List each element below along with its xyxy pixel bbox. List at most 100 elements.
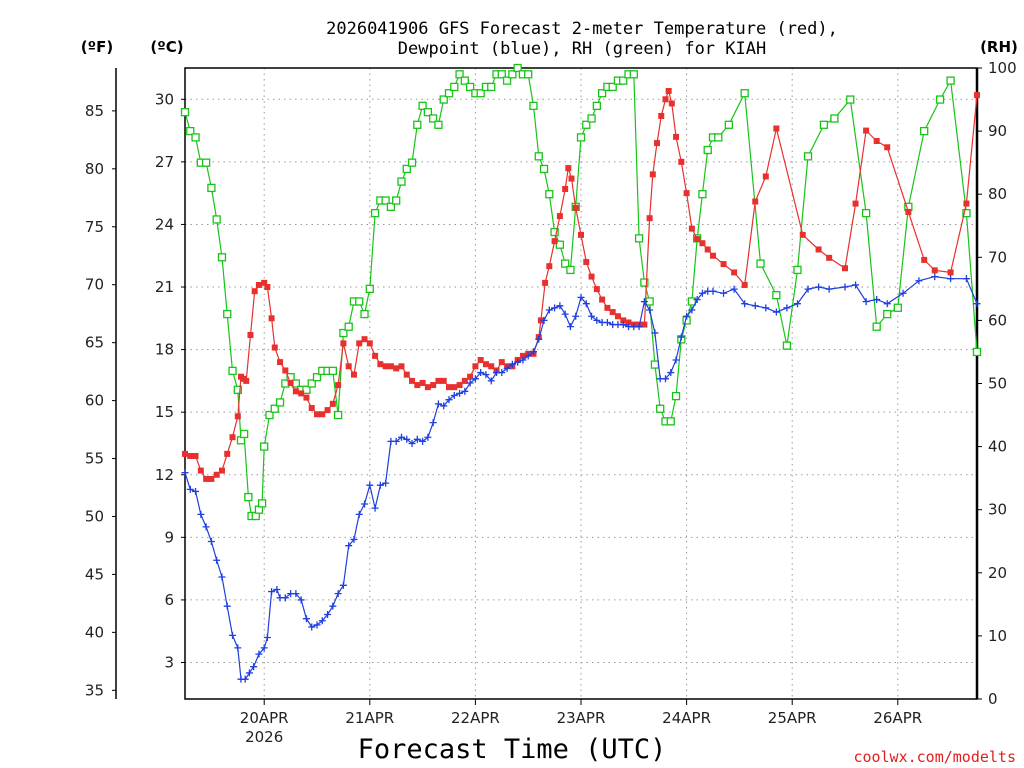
rh-point xyxy=(180,108,190,117)
rh-point xyxy=(920,126,929,136)
temperature-point xyxy=(654,140,661,147)
temperature-point xyxy=(218,467,225,474)
rh-point xyxy=(550,227,559,237)
x-tick-label: 25APR xyxy=(768,709,817,727)
rh-point xyxy=(257,499,267,508)
temperature-point xyxy=(741,281,748,288)
dewpoint-point xyxy=(273,585,281,593)
temperature-point xyxy=(461,377,468,384)
temperature-point xyxy=(583,258,590,265)
dewpoint-point xyxy=(292,590,300,598)
temperature-point xyxy=(604,304,611,311)
rh-point xyxy=(756,259,765,268)
temperature-point xyxy=(665,87,672,94)
rh-point xyxy=(360,309,369,319)
dewpoint-point xyxy=(313,621,321,629)
chart-title-line2: Dewpoint (blue), RH (green) for KIAH xyxy=(398,39,766,59)
dewpoint-point xyxy=(186,485,194,493)
x-tick-label: 22APR xyxy=(451,709,500,727)
rh-point xyxy=(893,303,902,312)
temperature-point xyxy=(646,215,653,222)
dewpoint-point xyxy=(197,510,205,518)
temperature-point xyxy=(863,127,870,134)
rh-point xyxy=(592,101,601,111)
rh-tick-label: 90 xyxy=(988,122,1007,140)
dewpoint-point xyxy=(318,617,326,625)
dewpoint-point xyxy=(241,675,249,683)
dewpoint-point xyxy=(450,391,458,399)
dewpoint-point xyxy=(260,644,268,652)
dewpoint-point xyxy=(268,588,276,596)
rh-point xyxy=(513,63,522,73)
rh-tick-label: 70 xyxy=(988,248,1007,266)
rh-point xyxy=(640,278,649,287)
rh-unit-label: (RH) xyxy=(980,38,1018,56)
credit-link[interactable]: coolwx.com/modelts xyxy=(853,748,1016,766)
temperature-point xyxy=(340,340,347,347)
dewpoint-point xyxy=(408,439,416,447)
rh-point xyxy=(803,152,813,161)
x-tick-label: 21APR xyxy=(345,709,394,727)
tick-labels: 35 40 45 50 55 60 65 70 75 80 85 3 6 9 12 15 18 21 24 27 30 0… xyxy=(85,59,1017,746)
rh-point xyxy=(260,442,269,451)
temperature-point xyxy=(683,190,690,197)
temperature-point xyxy=(361,336,368,343)
rh-point xyxy=(191,133,200,142)
fahrenheit-tick-label: 50 xyxy=(85,507,104,525)
fahrenheit-tick-label: 85 xyxy=(85,102,104,120)
rh-point xyxy=(397,177,406,186)
dewpoint-point xyxy=(783,304,791,312)
rh-tick-label: 60 xyxy=(988,311,1007,329)
temperature-point xyxy=(599,296,606,303)
temperature-point xyxy=(356,340,363,347)
temperature-point xyxy=(720,261,727,268)
dewpoint-point xyxy=(434,400,442,408)
rh-point xyxy=(386,202,396,211)
rh-point xyxy=(275,398,285,407)
rh-point xyxy=(545,190,554,199)
temperature-point xyxy=(752,198,759,205)
dewpoint-point xyxy=(915,277,923,285)
rh-point xyxy=(634,234,644,243)
dewpoint-point xyxy=(572,312,580,320)
dewpoint-point xyxy=(577,293,585,301)
temperature-point xyxy=(678,158,685,165)
dewpoint-point xyxy=(693,296,701,304)
dewpoint-point xyxy=(482,371,490,379)
temperature-point xyxy=(649,171,656,178)
dewpoint-point xyxy=(263,633,271,641)
rh-point xyxy=(439,95,448,104)
dewpoint-point xyxy=(334,590,342,598)
dewpoint-point xyxy=(302,615,310,623)
dewpoint-point xyxy=(962,275,970,283)
dewpoint-point xyxy=(361,500,369,508)
rh-point xyxy=(418,101,427,111)
temperature-point xyxy=(826,254,833,261)
rh-point xyxy=(714,133,723,142)
rh-point xyxy=(698,190,707,199)
rh-point xyxy=(328,366,337,376)
x-tick-label: 24APR xyxy=(662,709,711,727)
rh-point xyxy=(656,404,665,413)
rh-point xyxy=(872,322,881,331)
temperature-point xyxy=(345,363,352,370)
rh-point xyxy=(429,114,438,123)
dewpoint-point xyxy=(667,369,675,377)
dewpoint-point xyxy=(419,437,427,445)
rh-point xyxy=(201,158,211,167)
dewpoint-point xyxy=(382,479,390,487)
rh-point xyxy=(576,133,586,142)
dewpoint-point xyxy=(181,469,189,477)
dewpoint-point xyxy=(603,318,611,326)
temperature-point xyxy=(519,352,526,359)
dewpoint-point xyxy=(345,542,353,550)
temperature-point xyxy=(409,377,416,384)
dewpoint-point xyxy=(709,287,717,295)
dewpoint-point xyxy=(192,487,200,495)
temperature-point xyxy=(187,452,194,459)
rh-point xyxy=(497,70,506,79)
dewpoint-point xyxy=(281,594,289,602)
rh-point xyxy=(666,417,675,426)
temperature-point xyxy=(688,225,695,232)
dewpoint-point xyxy=(588,312,596,320)
